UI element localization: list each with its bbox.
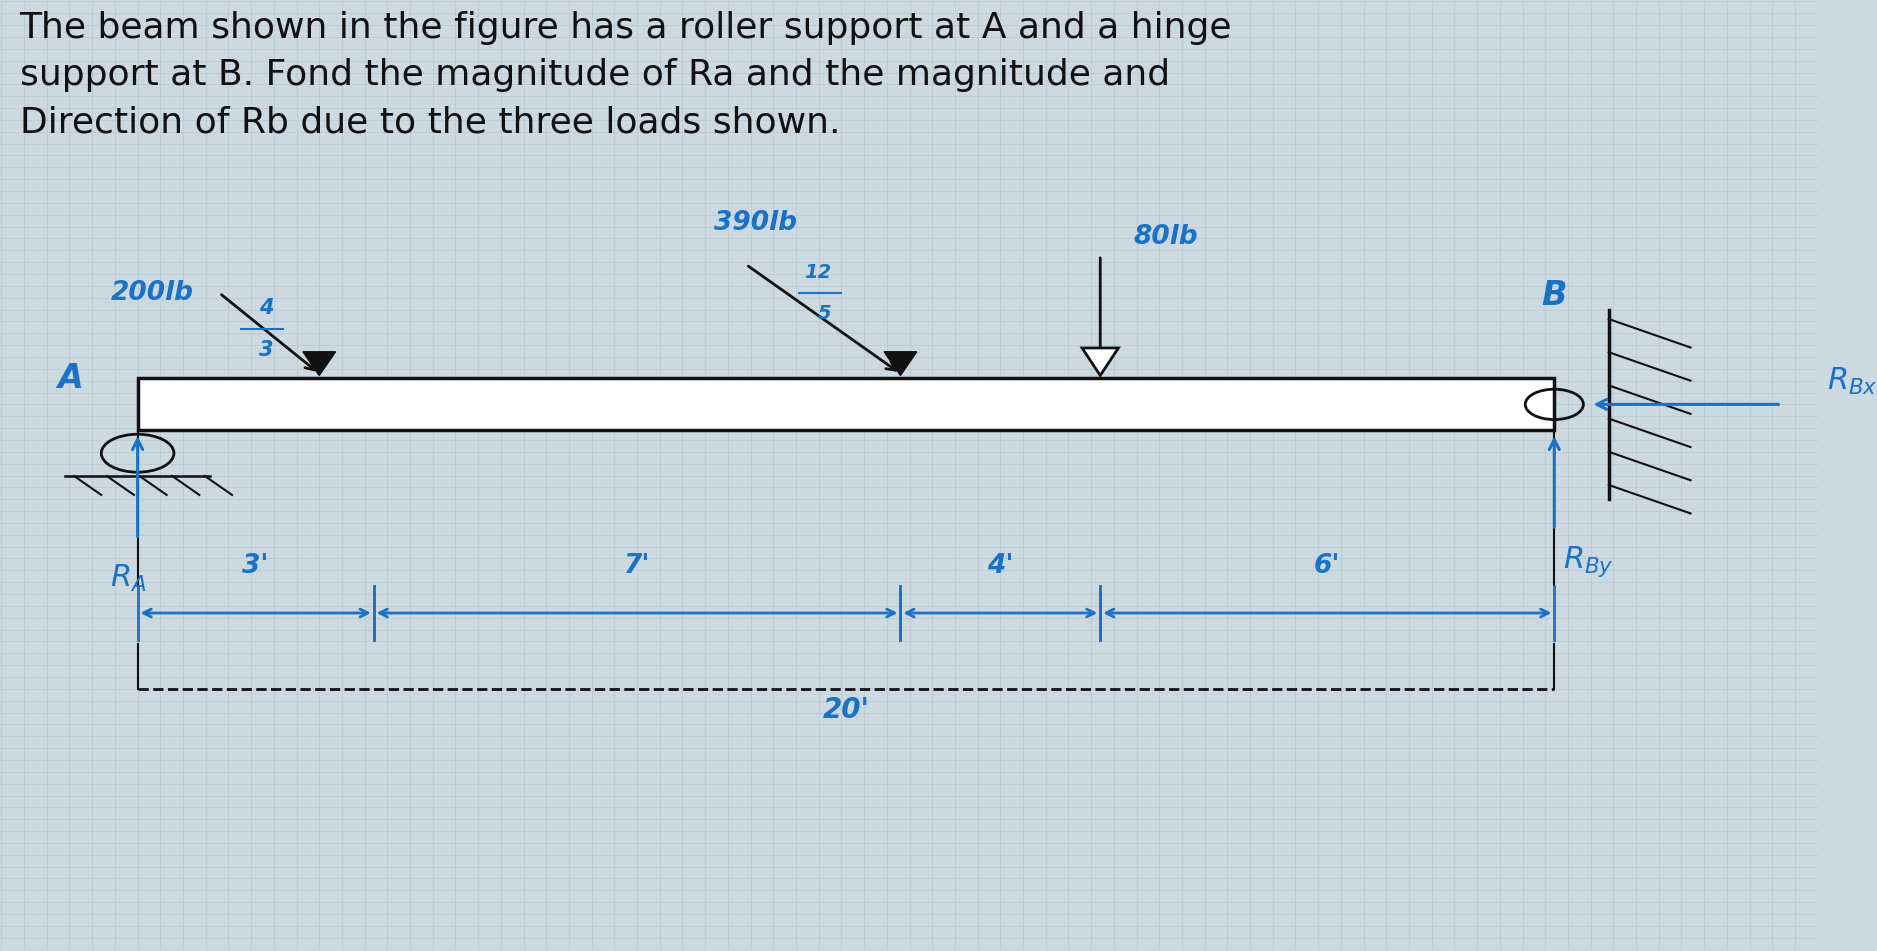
Text: $R_{By}$: $R_{By}$ <box>1564 544 1614 579</box>
Bar <box>137 378 1554 431</box>
Text: 80lb: 80lb <box>1134 224 1198 250</box>
Text: 3: 3 <box>259 340 274 360</box>
Text: $R_A$: $R_A$ <box>111 563 146 594</box>
Polygon shape <box>884 352 916 376</box>
Text: B: B <box>1541 279 1567 312</box>
Text: 20': 20' <box>822 696 869 725</box>
Text: 200lb: 200lb <box>111 280 193 306</box>
Polygon shape <box>1081 348 1119 376</box>
Text: 390lb: 390lb <box>713 210 796 236</box>
Text: 5: 5 <box>818 304 832 323</box>
Text: 4': 4' <box>987 553 1014 579</box>
Text: 6': 6' <box>1314 553 1340 579</box>
Polygon shape <box>302 352 336 376</box>
Text: 3': 3' <box>242 553 268 579</box>
Text: A: A <box>56 362 83 395</box>
Text: $R_{Bx}$: $R_{Bx}$ <box>1826 366 1877 397</box>
Text: 4: 4 <box>259 298 274 318</box>
Text: 7': 7' <box>623 553 649 579</box>
Text: 12: 12 <box>803 262 832 281</box>
Text: The beam shown in the figure has a roller support at A and a hinge
support at B.: The beam shown in the figure has a rolle… <box>19 10 1231 140</box>
